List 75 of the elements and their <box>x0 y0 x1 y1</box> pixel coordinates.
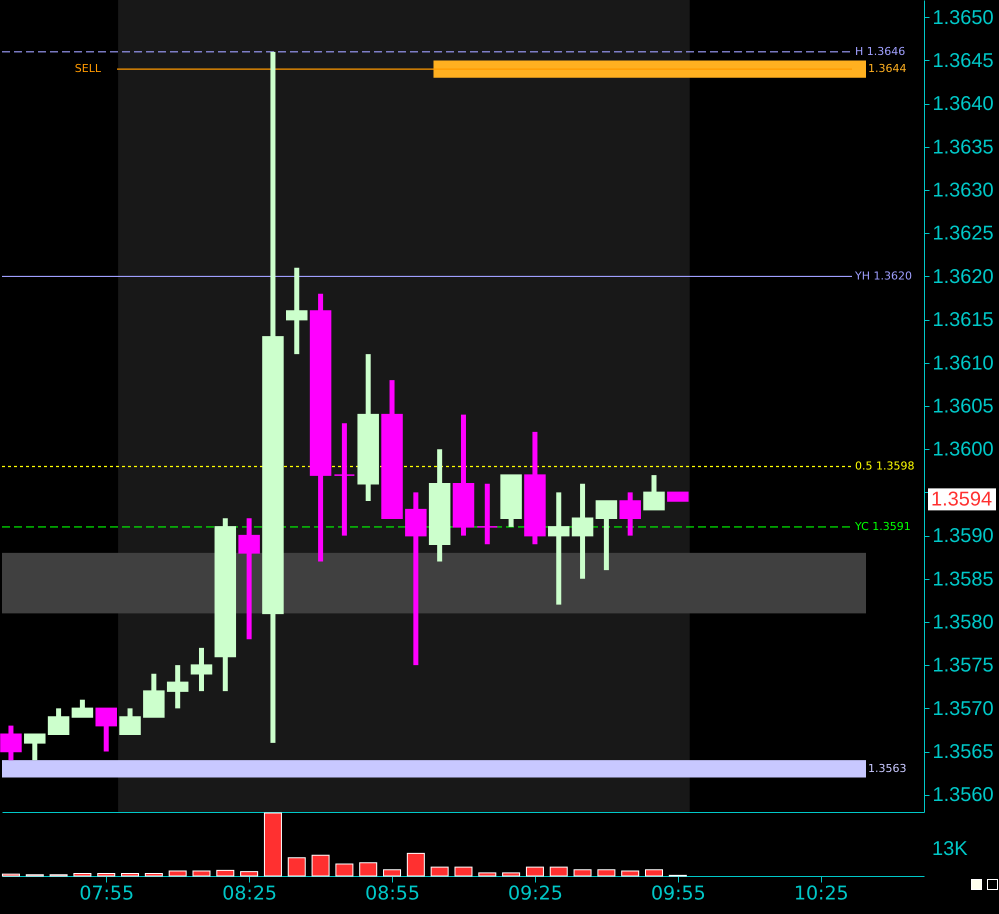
candlestick <box>95 708 117 752</box>
bar <box>73 872 92 876</box>
candlestick <box>24 734 46 760</box>
bar <box>312 854 330 876</box>
y-tick-label: 1.3585 <box>932 568 994 590</box>
x-tick-label: 09:55 <box>650 882 706 904</box>
bar <box>335 864 354 876</box>
candlestick <box>190 648 212 692</box>
y-tick-label: 1.3600 <box>932 438 994 461</box>
bar <box>526 866 544 876</box>
bar <box>597 869 616 876</box>
candlestick <box>238 518 260 640</box>
bar <box>359 862 378 876</box>
candlestick <box>548 492 570 605</box>
bar <box>168 870 187 876</box>
y-tick-label: 1.3650 <box>932 6 994 29</box>
ref-line-label: YC 1.3591 <box>854 520 911 533</box>
candlestick <box>572 484 594 579</box>
bar <box>216 870 234 876</box>
text: 1.3594 <box>931 488 992 510</box>
bar <box>192 870 210 876</box>
band-label: 1.3644 <box>868 62 906 76</box>
y-tick-label: 1.3640 <box>932 93 994 116</box>
x-tick-label: 10:25 <box>794 882 849 904</box>
bar <box>240 871 258 876</box>
candlestick <box>166 665 188 708</box>
ref-line-label: 0.5 1.3598 <box>855 459 914 472</box>
y-tick-label: 1.3610 <box>932 352 994 374</box>
candlestick <box>476 484 498 544</box>
bar <box>430 866 449 876</box>
y-tick-label: 1.3630 <box>932 180 994 202</box>
candlestick <box>286 268 308 354</box>
band-label: 1.3563 <box>868 762 906 775</box>
bar <box>550 866 568 876</box>
bar <box>406 852 425 876</box>
y-tick-label: 1.3575 <box>932 654 994 677</box>
bar <box>121 872 140 876</box>
ref-line-label: H 1.3646 <box>855 44 906 58</box>
candlestick <box>334 423 356 536</box>
bar <box>645 869 663 876</box>
text: 13K <box>932 838 968 860</box>
bar <box>621 870 640 876</box>
y-tick-label: 1.3565 <box>932 741 994 764</box>
y-tick-label: 1.3560 <box>932 784 994 806</box>
bar <box>502 872 520 876</box>
y-tick-label: 1.3645 <box>932 50 994 72</box>
bar <box>144 872 163 876</box>
x-tick-label: 07:55 <box>79 882 134 904</box>
y-tick-label: 1.3590 <box>932 525 994 548</box>
ref-line-label: SELL <box>74 62 102 76</box>
y-tick-label: 1.3625 <box>932 222 994 245</box>
candlestick <box>72 700 94 718</box>
y-tick-label: 1.3620 <box>932 266 994 288</box>
bar <box>383 869 402 876</box>
y-tick-label: 1.3580 <box>932 611 994 634</box>
y-tick-label: 1.3570 <box>932 698 994 720</box>
bar <box>97 872 116 876</box>
bar <box>574 869 592 876</box>
x-tick-label: 09:25 <box>508 882 563 904</box>
candlestick <box>0 726 22 760</box>
y-tick-label: 1.3635 <box>932 136 994 158</box>
candlestick <box>596 500 618 570</box>
y-tick-label: 1.3605 <box>932 396 994 418</box>
candlestick <box>643 475 665 510</box>
x-tick-label: 08:55 <box>365 882 420 904</box>
y-tick-label: 1.3615 <box>932 309 994 332</box>
bar <box>264 812 282 876</box>
bar <box>288 857 306 876</box>
candlestick <box>48 708 70 736</box>
candlestick <box>119 708 141 736</box>
bar <box>454 866 472 876</box>
ref-line-label: YH 1.3620 <box>854 269 912 282</box>
candlestick <box>619 492 641 536</box>
x-tick-label: 08:25 <box>222 882 278 904</box>
bar <box>478 872 496 876</box>
